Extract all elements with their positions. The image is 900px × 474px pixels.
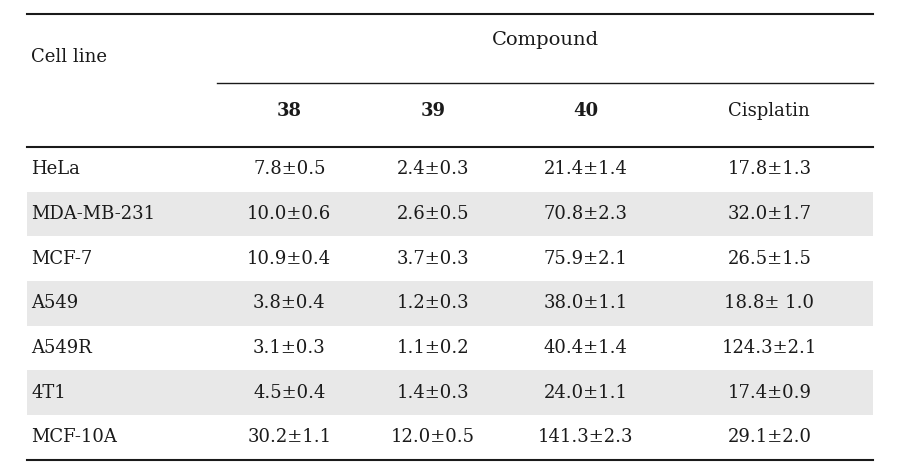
Text: 39: 39 bbox=[420, 102, 446, 120]
Text: 18.8± 1.0: 18.8± 1.0 bbox=[724, 294, 814, 312]
Text: 32.0±1.7: 32.0±1.7 bbox=[727, 205, 812, 223]
Bar bbox=[27, 281, 873, 326]
Text: 10.9±0.4: 10.9±0.4 bbox=[248, 250, 331, 268]
Text: 17.8±1.3: 17.8±1.3 bbox=[727, 160, 812, 178]
Text: A549: A549 bbox=[32, 294, 79, 312]
Text: 26.5±1.5: 26.5±1.5 bbox=[727, 250, 811, 268]
Text: 3.8±0.4: 3.8±0.4 bbox=[253, 294, 326, 312]
Text: 75.9±2.1: 75.9±2.1 bbox=[544, 250, 627, 268]
Text: 21.4±1.4: 21.4±1.4 bbox=[544, 160, 627, 178]
Text: 2.4±0.3: 2.4±0.3 bbox=[397, 160, 469, 178]
Text: 38.0±1.1: 38.0±1.1 bbox=[544, 294, 627, 312]
Text: MCF-7: MCF-7 bbox=[32, 250, 93, 268]
Text: 38: 38 bbox=[277, 102, 302, 120]
Bar bbox=[27, 370, 873, 415]
Text: Cisplatin: Cisplatin bbox=[728, 102, 810, 120]
Text: MCF-10A: MCF-10A bbox=[32, 428, 117, 447]
Text: 40.4±1.4: 40.4±1.4 bbox=[544, 339, 627, 357]
Text: 1.1±0.2: 1.1±0.2 bbox=[397, 339, 470, 357]
Text: 3.1±0.3: 3.1±0.3 bbox=[253, 339, 326, 357]
Text: A549R: A549R bbox=[32, 339, 92, 357]
Text: 10.0±0.6: 10.0±0.6 bbox=[248, 205, 331, 223]
Text: 3.7±0.3: 3.7±0.3 bbox=[397, 250, 470, 268]
Text: 29.1±2.0: 29.1±2.0 bbox=[727, 428, 812, 447]
Text: 40: 40 bbox=[572, 102, 598, 120]
Text: 4T1: 4T1 bbox=[32, 384, 67, 402]
Text: 1.4±0.3: 1.4±0.3 bbox=[397, 384, 470, 402]
Text: 124.3±2.1: 124.3±2.1 bbox=[722, 339, 817, 357]
Text: MDA-MB-231: MDA-MB-231 bbox=[32, 205, 156, 223]
Text: 2.6±0.5: 2.6±0.5 bbox=[397, 205, 469, 223]
Text: Compound: Compound bbox=[491, 31, 598, 49]
Text: 24.0±1.1: 24.0±1.1 bbox=[544, 384, 627, 402]
Text: 141.3±2.3: 141.3±2.3 bbox=[537, 428, 633, 447]
Text: 4.5±0.4: 4.5±0.4 bbox=[253, 384, 326, 402]
Text: 17.4±0.9: 17.4±0.9 bbox=[727, 384, 812, 402]
Text: 70.8±2.3: 70.8±2.3 bbox=[544, 205, 627, 223]
Text: 12.0±0.5: 12.0±0.5 bbox=[392, 428, 475, 447]
Text: 7.8±0.5: 7.8±0.5 bbox=[253, 160, 326, 178]
Text: Cell line: Cell line bbox=[32, 48, 107, 66]
Text: 1.2±0.3: 1.2±0.3 bbox=[397, 294, 470, 312]
Bar bbox=[27, 191, 873, 237]
Text: HeLa: HeLa bbox=[32, 160, 80, 178]
Text: 30.2±1.1: 30.2±1.1 bbox=[248, 428, 331, 447]
